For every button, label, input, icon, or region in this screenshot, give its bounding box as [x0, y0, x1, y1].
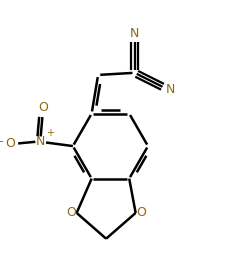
Text: N: N — [36, 135, 45, 148]
Text: +: + — [46, 128, 54, 138]
Text: O: O — [6, 138, 16, 150]
Text: O: O — [136, 207, 146, 219]
Text: O: O — [38, 101, 48, 114]
Text: N: N — [165, 83, 175, 97]
Text: O: O — [66, 207, 76, 219]
Text: N: N — [130, 27, 139, 40]
Text: -: - — [0, 135, 3, 148]
